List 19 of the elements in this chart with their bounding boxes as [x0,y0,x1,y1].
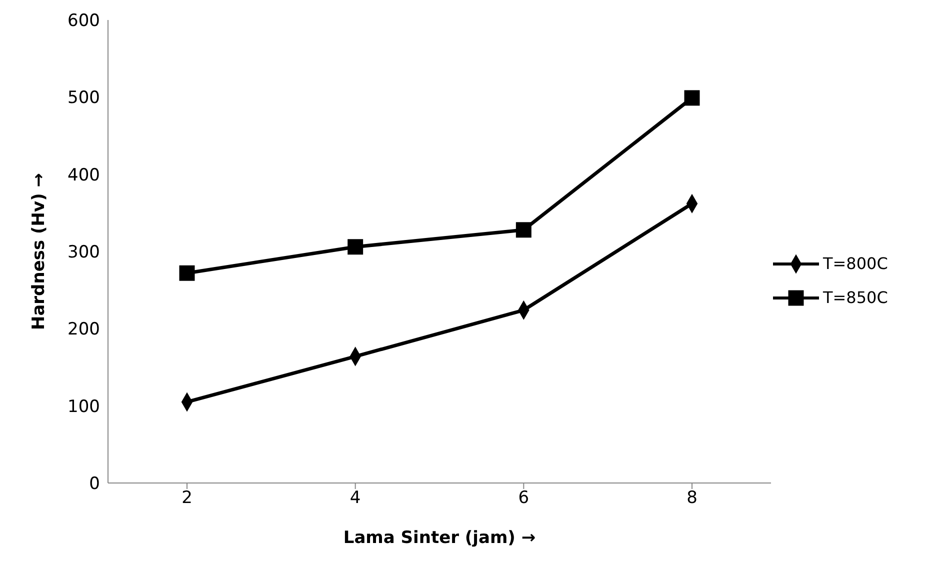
x-axis-title: Lama Sinter (jam) → [343,528,536,548]
y-axis-title: Hardness (Hv) → [29,172,50,330]
point [179,265,195,281]
y-tick-label: 0 [89,474,100,494]
x-tick-label: 6 [518,488,530,508]
y-tick-label: 400 [68,165,100,186]
y-tick-label: 100 [68,396,100,417]
y-tick-label: 600 [68,11,100,32]
point [348,239,364,255]
point [516,222,532,238]
y-tick-label: 200 [68,320,100,340]
x-tick-label: 2 [182,488,192,508]
x-tick-label: 4 [350,488,361,508]
y-tick-label: 300 [68,242,100,263]
legend-label: T=850C [823,288,888,307]
y-tick-label: 500 [68,88,100,108]
x-tick-label: 8 [686,488,698,508]
legend-label: T=800C [823,254,888,273]
point [684,90,700,106]
